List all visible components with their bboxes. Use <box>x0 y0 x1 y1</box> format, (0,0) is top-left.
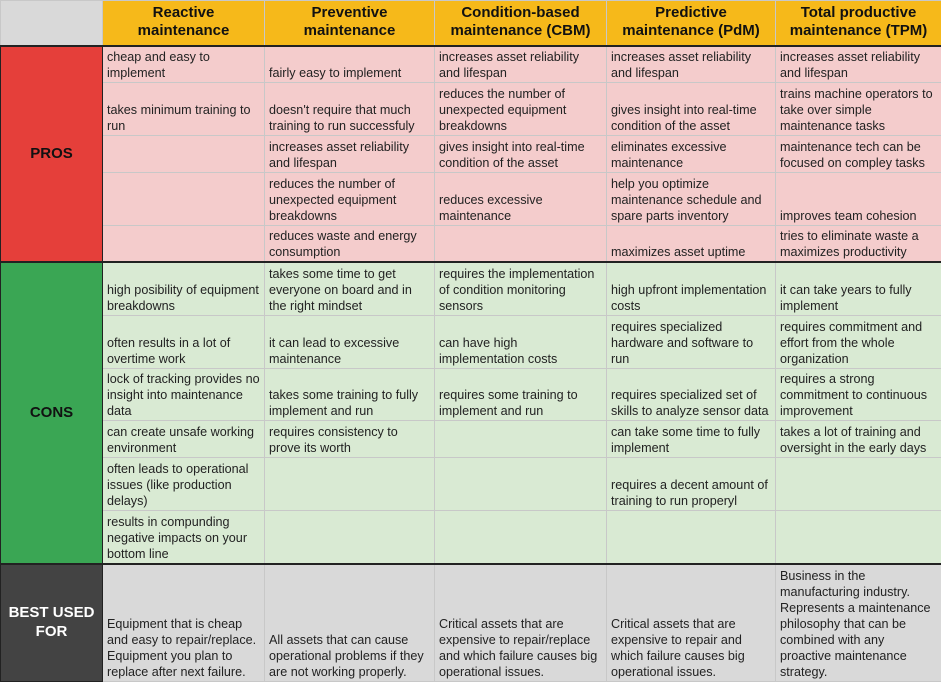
cons-cell: requires commitment and effort from the … <box>775 315 941 369</box>
cons-cell: often leads to operational issues (like … <box>102 457 265 511</box>
pros-cell <box>102 135 265 173</box>
column-header: Condition-based maintenance (CBM) <box>434 0 607 47</box>
pros-cell: increases asset reliability and lifespan <box>775 44 941 83</box>
cons-cell: requires some training to implement and … <box>434 368 607 421</box>
column-header: Total productive maintenance (TPM) <box>775 0 941 47</box>
pros-cell: increases asset reliability and lifespan <box>434 44 607 83</box>
pros-cell: reduces the number of unexpected equipme… <box>434 82 607 136</box>
cons-cell: can take some time to fully implement <box>606 420 776 458</box>
cons-cell: requires a decent amount of training to … <box>606 457 776 511</box>
best-row: BEST USED FOR Equipment that is cheap and… <box>0 562 941 682</box>
pros-row: takes minimum training to run doesn't req… <box>1 82 941 136</box>
pros-cell: improves team cohesion <box>775 172 941 226</box>
best-label: BEST USED FOR <box>0 562 103 682</box>
pros-cell: increases asset reliability and lifespan <box>606 44 776 83</box>
pros-cell: reduces the number of unexpected equipme… <box>264 172 435 226</box>
pros-cell: takes minimum training to run <box>102 82 265 136</box>
cons-row: can create unsafe working environment req… <box>1 420 941 458</box>
cons-cell: it can take years to fully implement <box>775 260 941 316</box>
pros-cell: doesn't require that much training to ru… <box>264 82 435 136</box>
pros-row: increases asset reliability and lifespan… <box>1 135 941 173</box>
cons-cell <box>264 457 435 511</box>
best-cell: Critical assets that are expensive to re… <box>434 562 607 682</box>
cons-cell: requires specialized hardware and softwa… <box>606 315 776 369</box>
pros-cell <box>434 225 607 262</box>
pros-cell: gives insight into real-time condition o… <box>434 135 607 173</box>
cons-cell: it can lead to excessive maintenance <box>264 315 435 369</box>
pros-cell: gives insight into real-time condition o… <box>606 82 776 136</box>
cons-cell: takes some training to fully implement a… <box>264 368 435 421</box>
pros-cell: help you optimize maintenance schedule a… <box>606 172 776 226</box>
cons-cell: requires a strong commitment to continuo… <box>775 368 941 421</box>
cons-cell <box>775 510 941 564</box>
cons-cell: high upfront implementation costs <box>606 260 776 316</box>
best-cell: All assets that can cause operational pr… <box>264 562 435 682</box>
pros-cell: tries to eliminate waste a maximizes pro… <box>775 225 941 262</box>
pros-cell: reduces excessive maintenance <box>434 172 607 226</box>
cons-cell <box>264 510 435 564</box>
column-header: Predictive maintenance (PdM) <box>606 0 776 47</box>
best-cell: Equipment that is cheap and easy to repa… <box>102 562 265 682</box>
cons-cell: high posibility of equipment breakdowns <box>102 260 265 316</box>
cons-row: CONS high posibility of equipment breakdo… <box>0 260 941 564</box>
cons-cell <box>434 510 607 564</box>
cons-cell: can create unsafe working environment <box>102 420 265 458</box>
column-header: Preventive maintenance <box>264 0 435 47</box>
pros-cell: maintenance tech can be focused on compl… <box>775 135 941 173</box>
pros-cell: fairly easy to implement <box>264 44 435 83</box>
cons-cell <box>606 510 776 564</box>
best-cell: Business in the manufacturing industry. … <box>775 562 941 682</box>
cons-row: results in compunding negative impacts o… <box>1 510 941 564</box>
cons-cell <box>434 457 607 511</box>
cons-row: often results in a lot of overtime work i… <box>1 315 941 369</box>
best-cell: Critical assets that are expensive to re… <box>606 562 776 682</box>
cons-row: lock of tracking provides no insight int… <box>1 368 941 421</box>
pros-cell: increases asset reliability and lifespan <box>264 135 435 173</box>
cons-cell: requires the implementation of condition… <box>434 260 607 316</box>
pros-row: reduces the number of unexpected equipme… <box>1 172 941 226</box>
pros-cell: cheap and easy to implement <box>102 44 265 83</box>
cons-cell: takes a lot of training and oversight in… <box>775 420 941 458</box>
cons-cell <box>434 420 607 458</box>
pros-cell <box>102 225 265 262</box>
pros-cell: trains machine operators to take over si… <box>775 82 941 136</box>
pros-row: reduces waste and energy consumption maxi… <box>1 225 941 262</box>
cons-cell: takes some time to get everyone on board… <box>264 260 435 316</box>
cons-label: CONS <box>0 260 103 564</box>
pros-cell: reduces waste and energy consumption <box>264 225 435 262</box>
pros-cell: maximizes asset uptime <box>606 225 776 262</box>
cons-cell: lock of tracking provides no insight int… <box>102 368 265 421</box>
cons-cell <box>775 457 941 511</box>
pros-cell: eliminates excessive maintenance <box>606 135 776 173</box>
column-header: Reactive maintenance <box>102 0 265 47</box>
cons-row: often leads to operational issues (like … <box>1 457 941 511</box>
cons-cell: results in compunding negative impacts o… <box>102 510 265 564</box>
cons-cell: requires consistency to prove its worth <box>264 420 435 458</box>
pros-row: PROS cheap and easy to implement fairly ea… <box>0 44 941 262</box>
pros-cell <box>102 172 265 226</box>
cons-cell: often results in a lot of overtime work <box>102 315 265 369</box>
header-row: Reactive maintenance Preventive maintena… <box>0 0 941 47</box>
cons-cell: requires specialized set of skills to an… <box>606 368 776 421</box>
pros-label: PROS <box>0 44 103 262</box>
corner-cell <box>0 0 103 47</box>
cons-cell: can have high implementation costs <box>434 315 607 369</box>
